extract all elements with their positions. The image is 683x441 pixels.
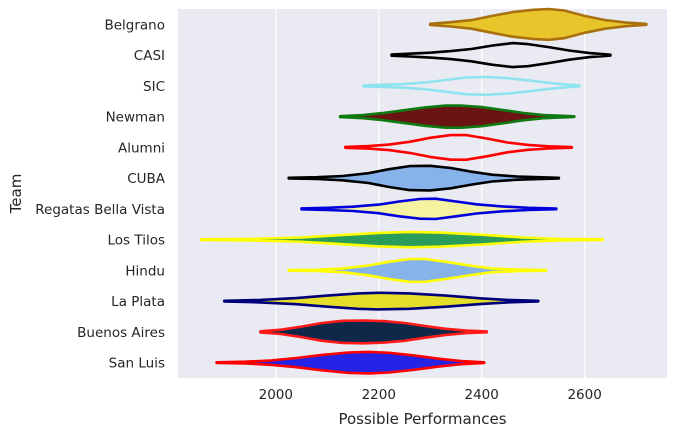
y-axis-label: Team xyxy=(7,174,25,215)
y-tick-label: CASI xyxy=(134,48,165,64)
violin-body xyxy=(338,104,576,129)
violin-body xyxy=(428,7,648,42)
violin-hindu xyxy=(287,257,548,284)
y-tick-label: Hindu xyxy=(125,263,165,279)
violin-san-luis xyxy=(215,350,486,375)
x-tick-labels: 2000 2200 2400 2600 xyxy=(259,387,602,403)
gridlines xyxy=(275,9,586,378)
y-tick-label: La Plata xyxy=(111,294,165,310)
x-tick-label: 2400 xyxy=(465,387,499,403)
y-tick-label: Regatas Bella Vista xyxy=(35,202,165,218)
violin-body xyxy=(199,230,604,249)
x-tick-label: 2200 xyxy=(362,387,396,403)
violin-body xyxy=(215,350,486,375)
x-tick-label: 2600 xyxy=(567,387,601,403)
violin-casi xyxy=(390,41,612,69)
violins xyxy=(199,7,648,375)
y-tick-label: Alumni xyxy=(118,140,165,156)
violin-la-plata xyxy=(223,291,540,311)
y-tick-label: Buenos Aires xyxy=(77,325,165,341)
violin-body xyxy=(259,319,489,345)
violin-body xyxy=(300,197,558,221)
violin-sic xyxy=(362,75,581,97)
x-tick-label: 2000 xyxy=(259,387,293,403)
x-axis-label: Possible Performances xyxy=(338,410,506,428)
violin-buenos-aires xyxy=(259,319,489,345)
violin-body xyxy=(390,41,612,69)
y-tick-label: Los Tilos xyxy=(108,233,166,249)
y-tick-label: Belgrano xyxy=(104,17,165,33)
violin-body xyxy=(287,164,561,192)
violin-belgrano xyxy=(428,7,648,42)
violin-alumni xyxy=(344,133,574,161)
violin-body xyxy=(362,75,581,97)
violin-newman xyxy=(338,104,576,129)
violin-los-tilos xyxy=(199,230,604,249)
y-tick-label: San Luis xyxy=(109,356,165,372)
violin-body xyxy=(287,257,548,284)
y-tick-labels: Belgrano CASI SIC Newman Alumni CUBA Regatas B… xyxy=(35,17,165,371)
y-tick-label: Newman xyxy=(106,110,165,126)
violin-regatas-bella-vista xyxy=(300,197,558,221)
violin-body xyxy=(344,133,574,161)
violin-body xyxy=(223,291,540,311)
y-tick-label: SIC xyxy=(143,79,165,95)
y-tick-label: CUBA xyxy=(127,171,166,187)
violin-cuba xyxy=(287,164,561,192)
plot-background xyxy=(178,9,667,378)
